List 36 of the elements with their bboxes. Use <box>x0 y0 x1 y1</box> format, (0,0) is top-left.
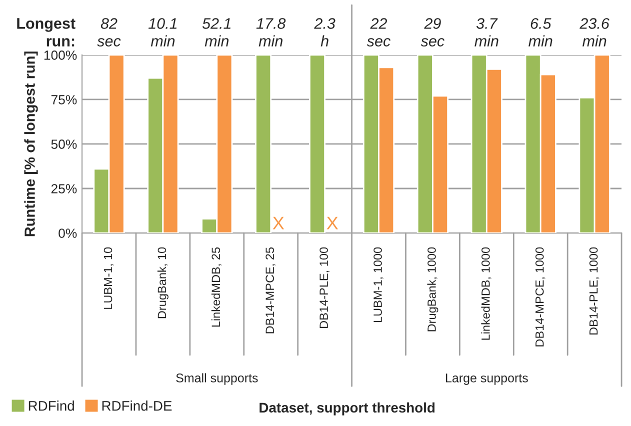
y-tick-label: 50% <box>51 140 77 149</box>
y-tick-label: 100% <box>44 50 77 60</box>
x-tick-label: DrugBank, 10 <box>157 247 168 318</box>
text: 2.3 h <box>314 18 336 46</box>
y-tick-label: 75% <box>51 95 77 104</box>
x-tick-label: DB14-PLE, 1000 <box>589 247 600 335</box>
text: Longest run: <box>17 18 76 46</box>
x-tick-label: DB14-MPCE, 1000 <box>535 247 546 346</box>
x-axis-title: Dataset, support threshold <box>260 402 434 416</box>
bar <box>255 54 272 234</box>
text: 10.1 min <box>148 18 177 46</box>
text: 17.8 min <box>256 18 286 46</box>
x-tick-label: LinkedMDB, 1000 <box>481 247 492 340</box>
text: 6.5 min <box>528 18 552 46</box>
text: 29 sec <box>420 18 444 46</box>
text: 23.6 min <box>580 18 610 46</box>
x-tick-label: DB14-MPCE, 25 <box>266 247 276 334</box>
y-tick-label: 25% <box>51 184 77 194</box>
text: 52.1 min <box>202 18 230 46</box>
y-tick-label: 0% <box>58 228 77 238</box>
text: Large supports <box>446 374 528 385</box>
annotation: X <box>326 216 338 230</box>
x-tick-label: DB14-PLE, 100 <box>320 247 330 328</box>
text: 82 sec <box>97 18 121 46</box>
legend-label: RDFind-DE <box>102 400 172 411</box>
x-tick-label: DrugBank, 1000 <box>427 247 438 332</box>
text: 22 sec <box>366 18 390 46</box>
text: Small supports <box>176 373 258 385</box>
x-tick-label: LUBM-1, 1000 <box>374 247 384 322</box>
annotation: X <box>272 216 284 230</box>
legend-label: RDFind <box>28 400 74 411</box>
x-tick-label: LinkedMDB, 25 <box>211 247 222 327</box>
x-tick-label: LUBM-1, 10 <box>104 247 114 309</box>
bar <box>309 54 326 234</box>
text: 3.7 min <box>474 18 498 46</box>
y-axis-title: Runtime [% of longest run] <box>24 52 38 236</box>
